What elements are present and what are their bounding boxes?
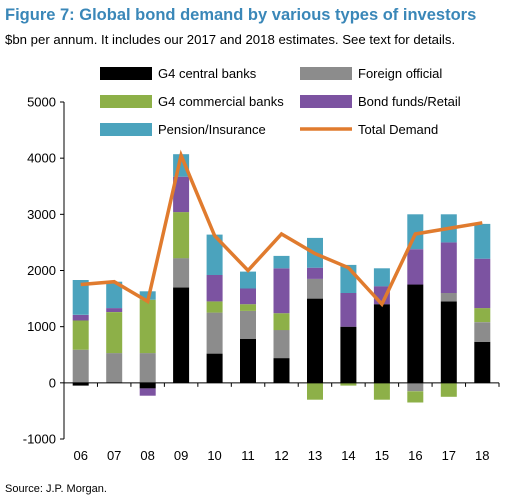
y-tick-label: 2000 bbox=[27, 263, 56, 278]
legend-label-pension-insurance: Pension/Insurance bbox=[158, 122, 266, 137]
x-tick-label-13: 13 bbox=[308, 448, 322, 463]
legend-label-g4-central-banks: G4 central banks bbox=[158, 66, 257, 81]
bar-segment-3-06 bbox=[72, 314, 89, 321]
legend-swatch-foreign-official bbox=[300, 67, 352, 80]
bar-segment-1-08 bbox=[139, 353, 156, 383]
source-note: Source: J.P. Morgan. bbox=[5, 483, 107, 495]
bar-segment-1-13 bbox=[307, 278, 323, 299]
x-tick-label-18: 18 bbox=[475, 448, 489, 463]
bar-segment-2-10 bbox=[206, 301, 223, 313]
bar-segment-2-16 bbox=[407, 391, 424, 403]
bar-segment-0-12 bbox=[273, 358, 290, 383]
x-tick-label-08: 08 bbox=[140, 448, 154, 463]
bar-segment-4-18 bbox=[474, 223, 491, 259]
bar-segment-1-10 bbox=[206, 312, 223, 354]
x-tick-label-09: 09 bbox=[174, 448, 188, 463]
bar-segment-0-11 bbox=[240, 339, 256, 383]
legend: G4 central banks Foreign official G4 comme… bbox=[100, 66, 461, 137]
x-tick-label-11: 11 bbox=[241, 448, 255, 463]
bar-segment-2-15 bbox=[373, 382, 390, 400]
bar-segment-2-13 bbox=[307, 382, 323, 400]
bar-segment-1-12 bbox=[273, 330, 290, 359]
bar-segment-2-09 bbox=[173, 212, 190, 259]
bar-segment-3-14 bbox=[340, 293, 357, 327]
y-tick-label: 5000 bbox=[27, 95, 56, 110]
bar-segment-1-18 bbox=[474, 322, 491, 342]
x-tick-label-12: 12 bbox=[274, 448, 288, 463]
x-tick-label-07: 07 bbox=[107, 448, 121, 463]
bar-segment-3-09 bbox=[173, 176, 190, 213]
y-tick-label: 3000 bbox=[27, 207, 56, 222]
bar-segment-4-06 bbox=[72, 280, 89, 315]
bar-segment-4-10 bbox=[206, 234, 223, 275]
bar-segment-3-18 bbox=[474, 258, 491, 309]
bar-segment-3-08 bbox=[139, 388, 156, 396]
legend-label-foreign-official: Foreign official bbox=[358, 66, 442, 81]
bar-segment-2-14 bbox=[340, 382, 357, 386]
bar-segment-0-16 bbox=[407, 284, 424, 383]
y-tick-label: 4000 bbox=[27, 151, 56, 166]
legend-swatch-g4-commercial-banks bbox=[100, 95, 152, 108]
bar-segment-0-06 bbox=[72, 382, 89, 386]
chart-subtitle: $bn per annum. It includes our 2017 and … bbox=[5, 32, 456, 47]
x-tick-label-06: 06 bbox=[73, 448, 87, 463]
bar-segment-0-09 bbox=[173, 287, 190, 383]
bond-demand-chart: G4 central banks Foreign official G4 comme… bbox=[23, 66, 500, 463]
bar-segment-1-16 bbox=[407, 382, 424, 392]
bar-segment-2-17 bbox=[440, 382, 457, 397]
bar-segment-3-10 bbox=[206, 275, 223, 302]
bar-segment-2-06 bbox=[72, 320, 89, 350]
bar-segment-2-18 bbox=[474, 308, 491, 323]
bar-segment-1-09 bbox=[173, 258, 190, 288]
legend-label-g4-commercial-banks: G4 commercial banks bbox=[158, 94, 284, 109]
x-tick-label-16: 16 bbox=[408, 448, 422, 463]
axes: -1000 0 1000 2000 3000 4000 5000 06 07 08 09 10 11 12… bbox=[23, 95, 500, 463]
total-demand-line bbox=[80, 149, 483, 308]
bar-segment-3-17 bbox=[440, 242, 457, 293]
bar-segment-3-07 bbox=[106, 308, 123, 312]
bar-segment-2-12 bbox=[273, 313, 290, 331]
bar-segment-0-18 bbox=[474, 341, 491, 383]
legend-swatch-pension-insurance bbox=[100, 123, 152, 136]
bar-segment-4-07 bbox=[106, 281, 123, 309]
chart-title: Figure 7: Global bond demand by various … bbox=[5, 6, 477, 24]
legend-label-bond-funds-retail: Bond funds/Retail bbox=[358, 94, 461, 109]
bar-segment-2-08 bbox=[139, 299, 156, 354]
bar-segment-1-07 bbox=[106, 353, 123, 383]
bar-segment-3-11 bbox=[240, 288, 256, 305]
bar-segment-3-12 bbox=[273, 268, 290, 314]
bar-segment-2-11 bbox=[240, 304, 256, 311]
bar-segment-0-08 bbox=[139, 382, 156, 389]
total-demand-layer bbox=[80, 149, 483, 308]
bar-segment-0-14 bbox=[340, 326, 357, 383]
bar-segment-1-17 bbox=[440, 293, 457, 302]
legend-label-total-demand: Total Demand bbox=[358, 122, 438, 137]
bar-layer bbox=[72, 154, 491, 403]
y-tick-label: 1000 bbox=[27, 319, 56, 334]
bar-segment-1-11 bbox=[240, 310, 256, 339]
bar-segment-4-15 bbox=[373, 268, 390, 287]
bar-segment-0-10 bbox=[206, 353, 223, 383]
legend-swatch-g4-central-banks bbox=[100, 67, 152, 80]
y-tick-label: 0 bbox=[49, 375, 56, 390]
bar-segment-2-07 bbox=[106, 312, 123, 354]
bar-segment-4-12 bbox=[273, 255, 290, 269]
bar-segment-3-13 bbox=[307, 267, 323, 279]
bar-segment-3-16 bbox=[407, 249, 424, 285]
bar-segment-0-13 bbox=[307, 298, 323, 383]
x-tick-label-17: 17 bbox=[442, 448, 456, 463]
x-tick-label-10: 10 bbox=[207, 448, 221, 463]
x-tick-label-14: 14 bbox=[341, 448, 355, 463]
bar-segment-0-15 bbox=[373, 304, 390, 383]
bar-segment-1-06 bbox=[72, 349, 89, 383]
bar-segment-4-11 bbox=[240, 271, 256, 289]
y-tick-label: -1000 bbox=[23, 432, 56, 447]
bar-segment-0-17 bbox=[440, 301, 457, 383]
legend-swatch-bond-funds-retail bbox=[300, 95, 352, 108]
x-tick-label-15: 15 bbox=[375, 448, 389, 463]
